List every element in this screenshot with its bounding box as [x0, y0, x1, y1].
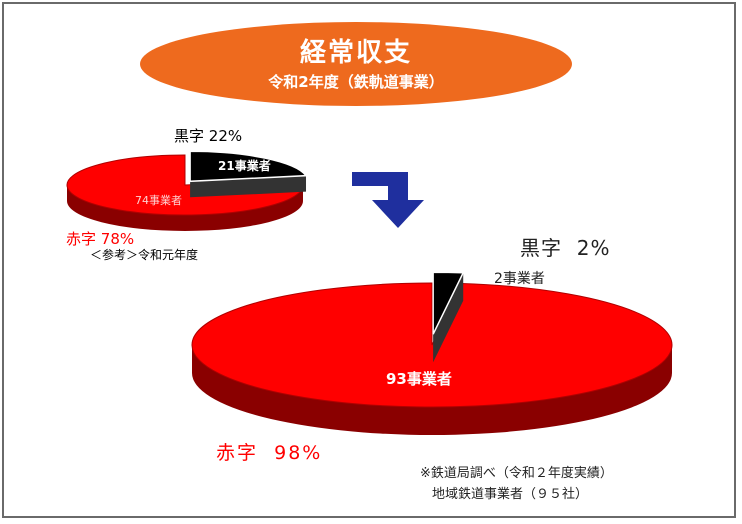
small-pie-caption: ＜参考＞令和元年度	[90, 248, 199, 262]
large-deficit-name: 赤字	[216, 442, 259, 464]
source-note-line1: ※鉄道局調べ（令和２年度実績）	[420, 466, 613, 481]
source-note-line2: 地域鉄道事業者（９５社）	[432, 487, 589, 502]
large-pie-surplus-slice	[432, 271, 465, 335]
small-pie-deficit-slice	[66, 154, 304, 216]
large-pie-deficit-slice	[191, 282, 673, 408]
small-pie-deficit-side	[67, 185, 303, 231]
small-surplus-count: 21事業者	[218, 159, 271, 173]
small-surplus-percent: 22%	[208, 127, 243, 145]
small-deficit-name: 赤字	[66, 230, 97, 248]
small-deficit-percent: 78%	[100, 230, 135, 248]
large-deficit-count: 93事業者	[386, 370, 452, 388]
large-surplus-percent: 2%	[576, 236, 611, 260]
large-pie-deficit-side	[192, 345, 672, 435]
small-surplus-label: 黒字 22%	[174, 125, 242, 146]
small-pie-surplus-side	[190, 175, 307, 198]
page-subtitle: 令和2年度（鉄軌道事業）	[268, 73, 444, 91]
small-pie-chart	[66, 150, 308, 231]
large-pie-surplus-side	[433, 272, 464, 363]
large-deficit-label: 赤字 98%	[216, 438, 322, 465]
large-surplus-name: 黒字	[520, 236, 562, 260]
large-pie-chart	[191, 271, 673, 435]
small-surplus-name: 黒字	[174, 127, 205, 145]
header-banner: 経常収支 令和2年度（鉄軌道事業）	[140, 22, 572, 106]
large-surplus-label: 黒字 2%	[520, 232, 610, 261]
small-pie-surplus-slice	[189, 150, 308, 183]
bent-arrow-icon	[352, 172, 424, 228]
large-surplus-count: 2事業者	[494, 271, 545, 287]
large-deficit-percent: 98%	[274, 442, 323, 464]
small-deficit-label: 赤字 78%	[66, 228, 134, 249]
small-deficit-count: 74事業者	[135, 194, 182, 207]
page-title: 経常収支	[299, 38, 412, 68]
